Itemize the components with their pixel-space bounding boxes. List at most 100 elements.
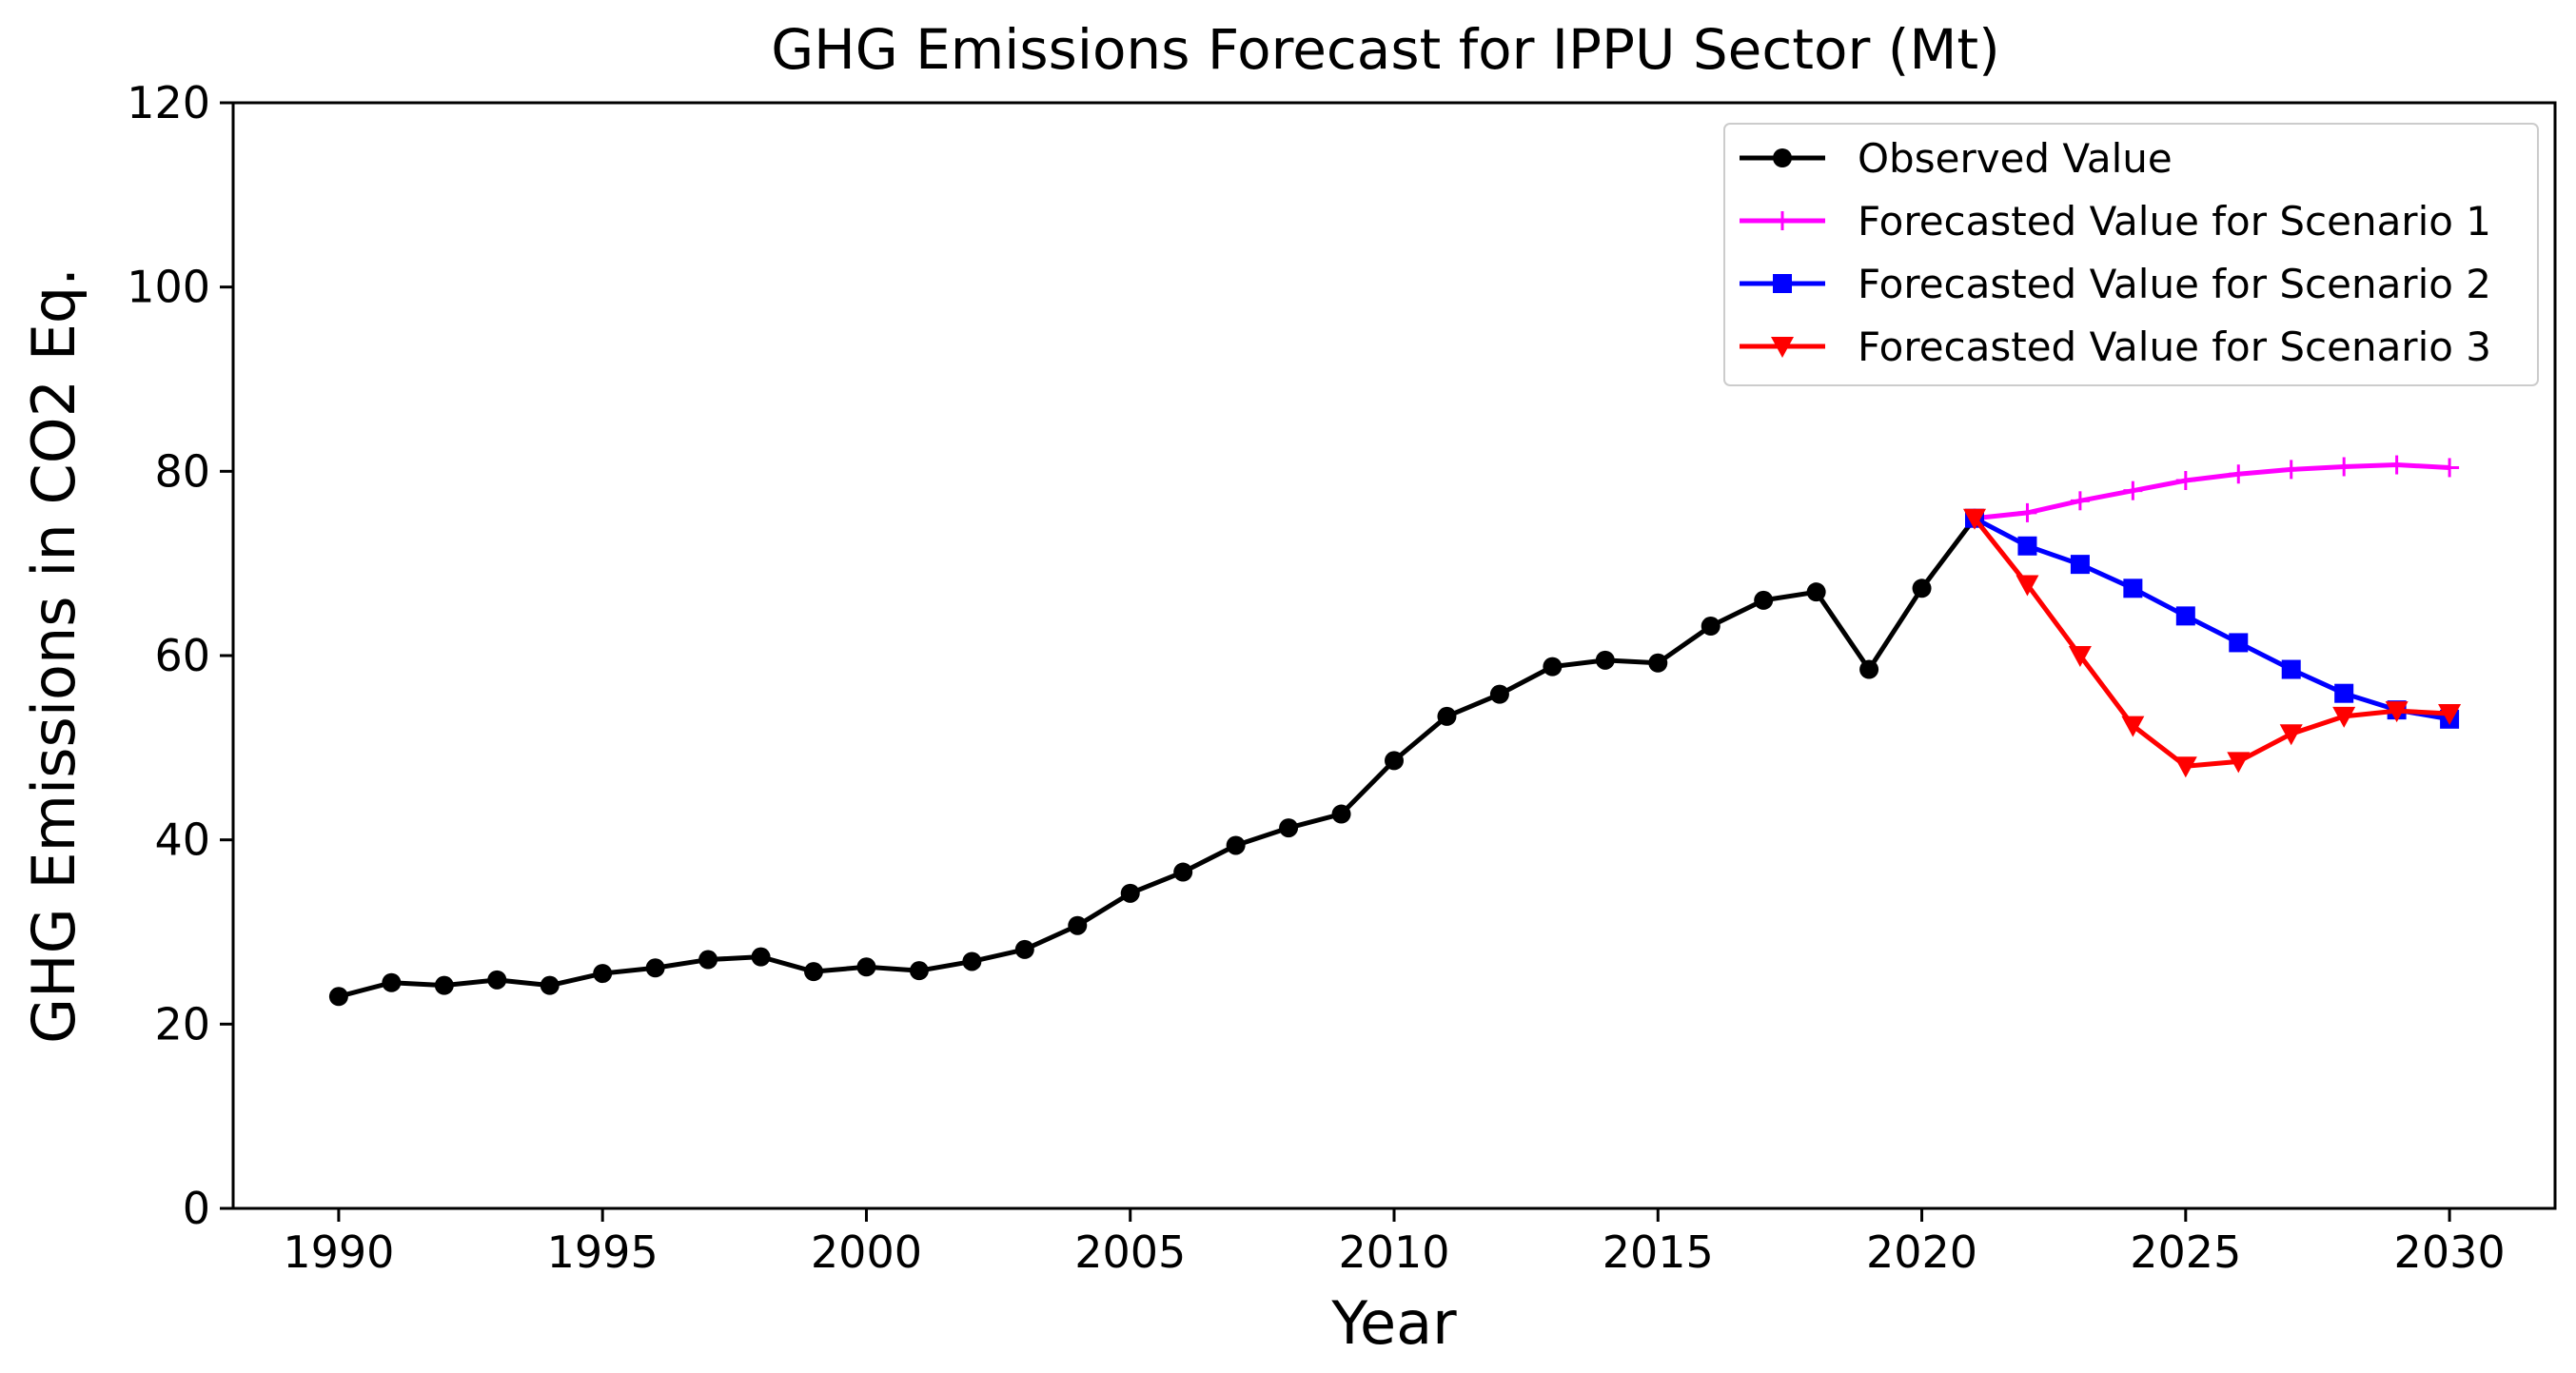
series-line [338, 517, 1976, 999]
data-point [2068, 646, 2092, 667]
series-layer [328, 455, 2462, 1007]
y-tick-label: 60 [154, 630, 210, 681]
legend-item: Observed Value [1740, 135, 2173, 182]
y-tick-label: 0 [183, 1183, 210, 1234]
y-tick-label: 20 [154, 998, 210, 1049]
data-point [1595, 650, 1615, 670]
data-point [487, 970, 507, 990]
data-point [2281, 460, 2301, 480]
data-point [1806, 582, 1826, 602]
data-point [1963, 508, 1986, 530]
legend-item: Forecasted Value for Scenario 3 [1740, 324, 2491, 370]
data-point [1173, 862, 1193, 882]
y-axis: 0 20 40 60 80 100 120 [127, 77, 233, 1234]
data-point [1701, 617, 1721, 637]
data-point [1226, 835, 1246, 855]
legend: Observed Value Forecasted Value for Scena… [1723, 123, 2539, 386]
series-line [1973, 517, 2450, 769]
x-tick-label: 2005 [1074, 1226, 1186, 1278]
data-point [2227, 752, 2251, 774]
data-point [434, 975, 454, 995]
legend-marker [1773, 211, 1792, 230]
data-point [2121, 716, 2145, 737]
data-point [1279, 818, 1299, 838]
data-point [2334, 683, 2354, 703]
data-point [2438, 704, 2462, 726]
data-point [2175, 471, 2195, 491]
series-4 [1963, 508, 2462, 778]
x-tick-label: 1990 [283, 1226, 394, 1278]
data-point [751, 947, 771, 967]
data-point [2332, 706, 2356, 728]
data-point [1543, 657, 1563, 677]
x-tick-label: 2015 [1603, 1226, 1714, 1278]
x-tick-label: 2000 [811, 1226, 922, 1278]
data-point [1120, 883, 1140, 903]
data-point [909, 961, 929, 981]
data-point [540, 975, 560, 995]
data-point [1068, 915, 1088, 935]
data-point [328, 987, 348, 1007]
y-tick-label: 80 [154, 445, 210, 497]
data-point [1754, 590, 1774, 610]
legend-label: Forecasted Value for Scenario 2 [1858, 261, 2491, 307]
data-point [2229, 464, 2249, 484]
data-point [2016, 575, 2039, 597]
series-1 [328, 508, 1984, 1007]
series-2 [1965, 455, 2460, 528]
x-axis-label: Year [1330, 1288, 1457, 1358]
data-point [962, 951, 982, 971]
data-point [856, 957, 876, 977]
data-point [1014, 939, 1034, 959]
legend-item: Forecasted Value for Scenario 2 [1740, 261, 2491, 307]
x-tick-label: 2020 [1866, 1226, 1977, 1278]
series-3 [1965, 508, 2460, 729]
data-point [1385, 751, 1404, 771]
data-point [2123, 481, 2143, 500]
chart-title: GHG Emissions Forecast for IPPU Sector (… [771, 17, 2000, 82]
data-point [1489, 684, 1509, 704]
data-point [2173, 756, 2197, 778]
x-tick-label: 2030 [2394, 1226, 2506, 1278]
legend-label: Forecasted Value for Scenario 1 [1858, 198, 2491, 245]
y-axis-label: GHG Emissions in CO2 Eq. [19, 267, 88, 1044]
data-point [2387, 455, 2407, 475]
data-point [2440, 458, 2460, 478]
data-point [2017, 536, 2037, 556]
data-point [2229, 633, 2249, 653]
data-point [2385, 701, 2409, 723]
data-point [2070, 491, 2090, 511]
data-point [382, 972, 402, 992]
y-tick-label: 40 [154, 814, 210, 866]
data-point [804, 962, 823, 982]
legend-label: Observed Value [1858, 135, 2173, 182]
legend-item: Forecasted Value for Scenario 1 [1740, 198, 2491, 245]
series-line [1973, 516, 2450, 722]
legend-label: Forecasted Value for Scenario 3 [1858, 324, 2491, 370]
legend-marker [1773, 274, 1792, 293]
legend-marker [1771, 337, 1794, 358]
x-tick-label: 1995 [547, 1226, 659, 1278]
data-point [1437, 706, 1457, 726]
data-point [2017, 502, 2037, 522]
data-point [1859, 659, 1879, 679]
x-axis: 1990 1995 2000 2005 2010 2015 2020 2025 2030 [283, 1208, 2506, 1278]
x-tick-label: 2025 [2130, 1226, 2241, 1278]
legend-marker [1773, 148, 1792, 167]
data-point [1331, 804, 1351, 824]
data-point [1648, 653, 1668, 673]
x-tick-label: 2010 [1338, 1226, 1449, 1278]
data-point [2123, 579, 2143, 598]
data-point [2334, 457, 2354, 477]
legend-box [1723, 123, 2539, 386]
series-line [1974, 462, 2450, 521]
data-point [593, 964, 613, 984]
data-point [2175, 606, 2195, 626]
data-point [698, 950, 718, 970]
data-point [645, 958, 665, 978]
data-point [2070, 555, 2090, 575]
y-tick-label: 100 [127, 262, 210, 313]
data-point [2281, 659, 2301, 679]
data-point [1912, 579, 1932, 598]
